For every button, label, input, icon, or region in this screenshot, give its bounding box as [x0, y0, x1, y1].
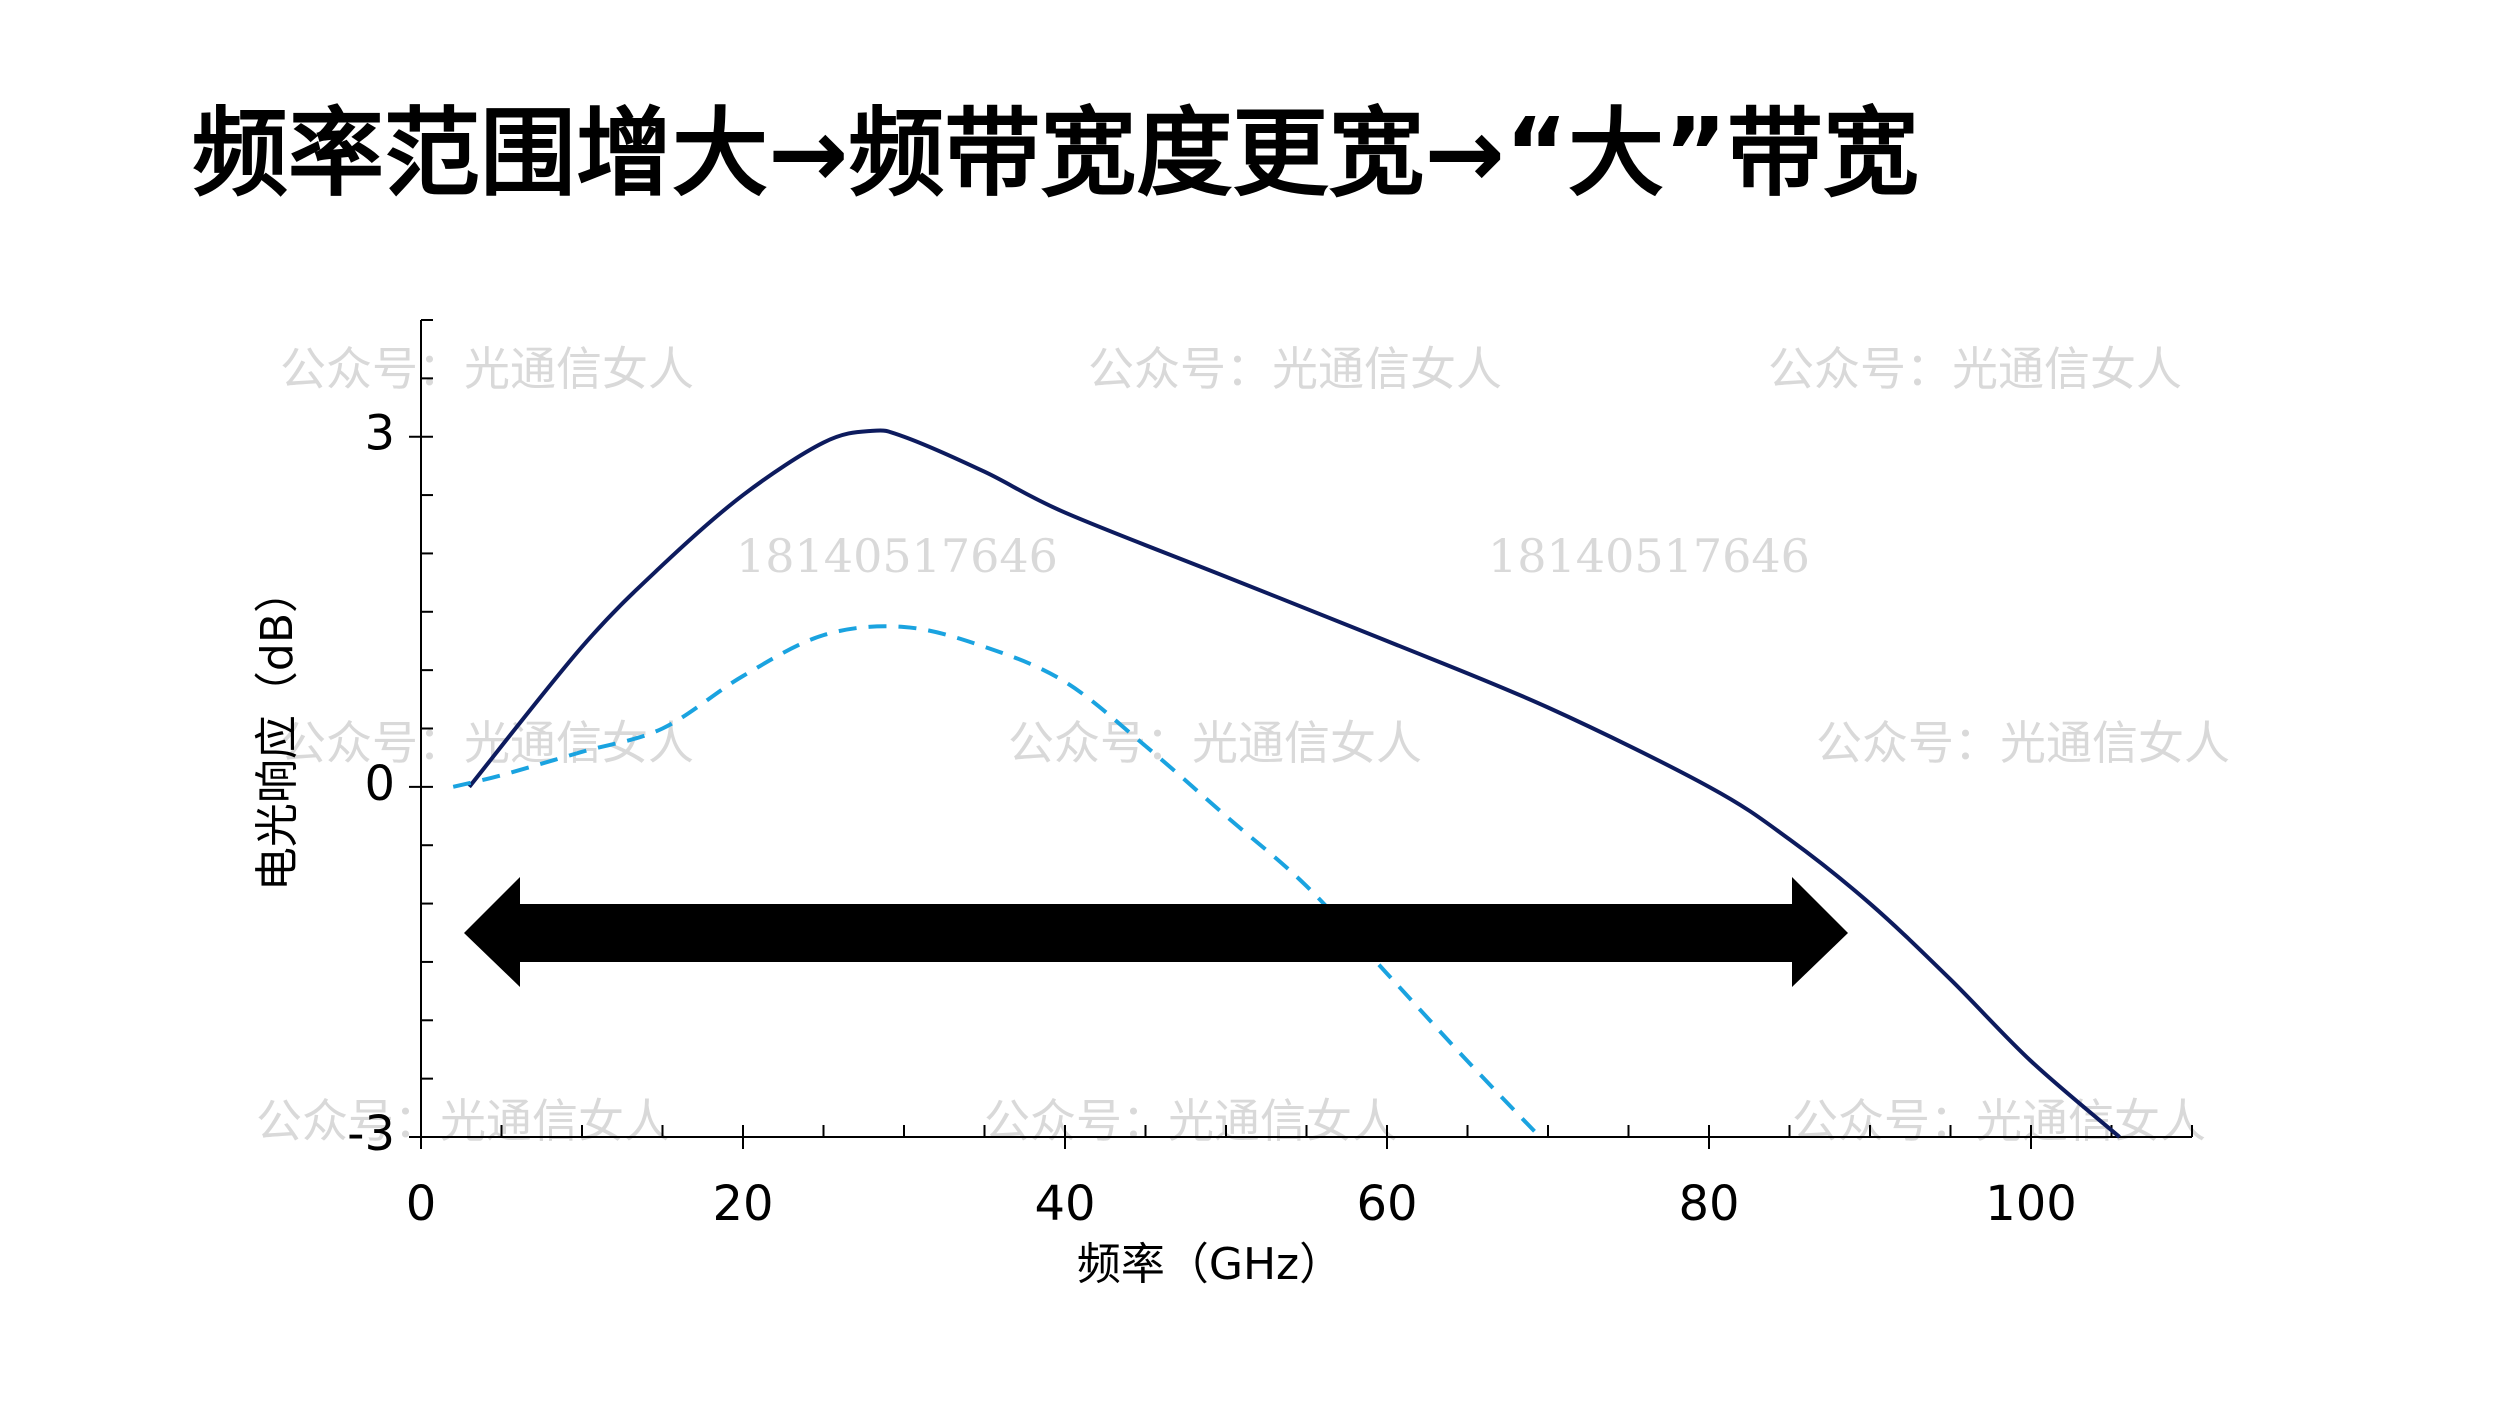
watermark: 公众号：光通信女人: [984, 1094, 1398, 1148]
chart: 0 20 40 60 80 100-303: [347, 319, 2193, 1232]
x-axis-label: 频率（GHz）: [1077, 1239, 1343, 1290]
watermark: 公众号：光通信女人: [1768, 342, 2182, 396]
double-arrow: [464, 877, 1848, 987]
watermark: 公众号：光通信女人: [256, 1094, 670, 1148]
x-tick-label: 80: [1678, 1176, 1739, 1232]
watermark: 公众号：光通信女人: [1816, 716, 2230, 770]
watermark: 公众号：光通信女人: [1088, 342, 1502, 396]
y-tick-label: 0: [364, 756, 395, 812]
slide-title: 频率范围增大→频带宽度更宽→“大”带宽: [192, 97, 1919, 209]
watermark: 公众号：光通信女人: [1792, 1094, 2206, 1148]
x-tick-label: 60: [1356, 1176, 1417, 1232]
y-axis-label: 电光响应（dB）: [252, 569, 303, 891]
watermark: 公众号：光通信女人: [280, 716, 694, 770]
x-tick-label: 40: [1034, 1176, 1095, 1232]
line-series: [467, 428, 2121, 1139]
y-tick-label: -3: [347, 1106, 395, 1162]
line-series: [452, 624, 1542, 1139]
x-tick-label: 20: [712, 1176, 773, 1232]
watermark: 18140517646: [1488, 529, 1810, 583]
watermark: 公众号：光通信女人: [1008, 716, 1422, 770]
x-tick-label: 0: [406, 1176, 437, 1232]
watermark: 18140517646: [736, 529, 1058, 583]
y-tick-label: 3: [364, 406, 395, 462]
watermark: 公众号：光通信女人: [280, 342, 694, 396]
x-tick-label: 100: [1985, 1176, 2077, 1232]
